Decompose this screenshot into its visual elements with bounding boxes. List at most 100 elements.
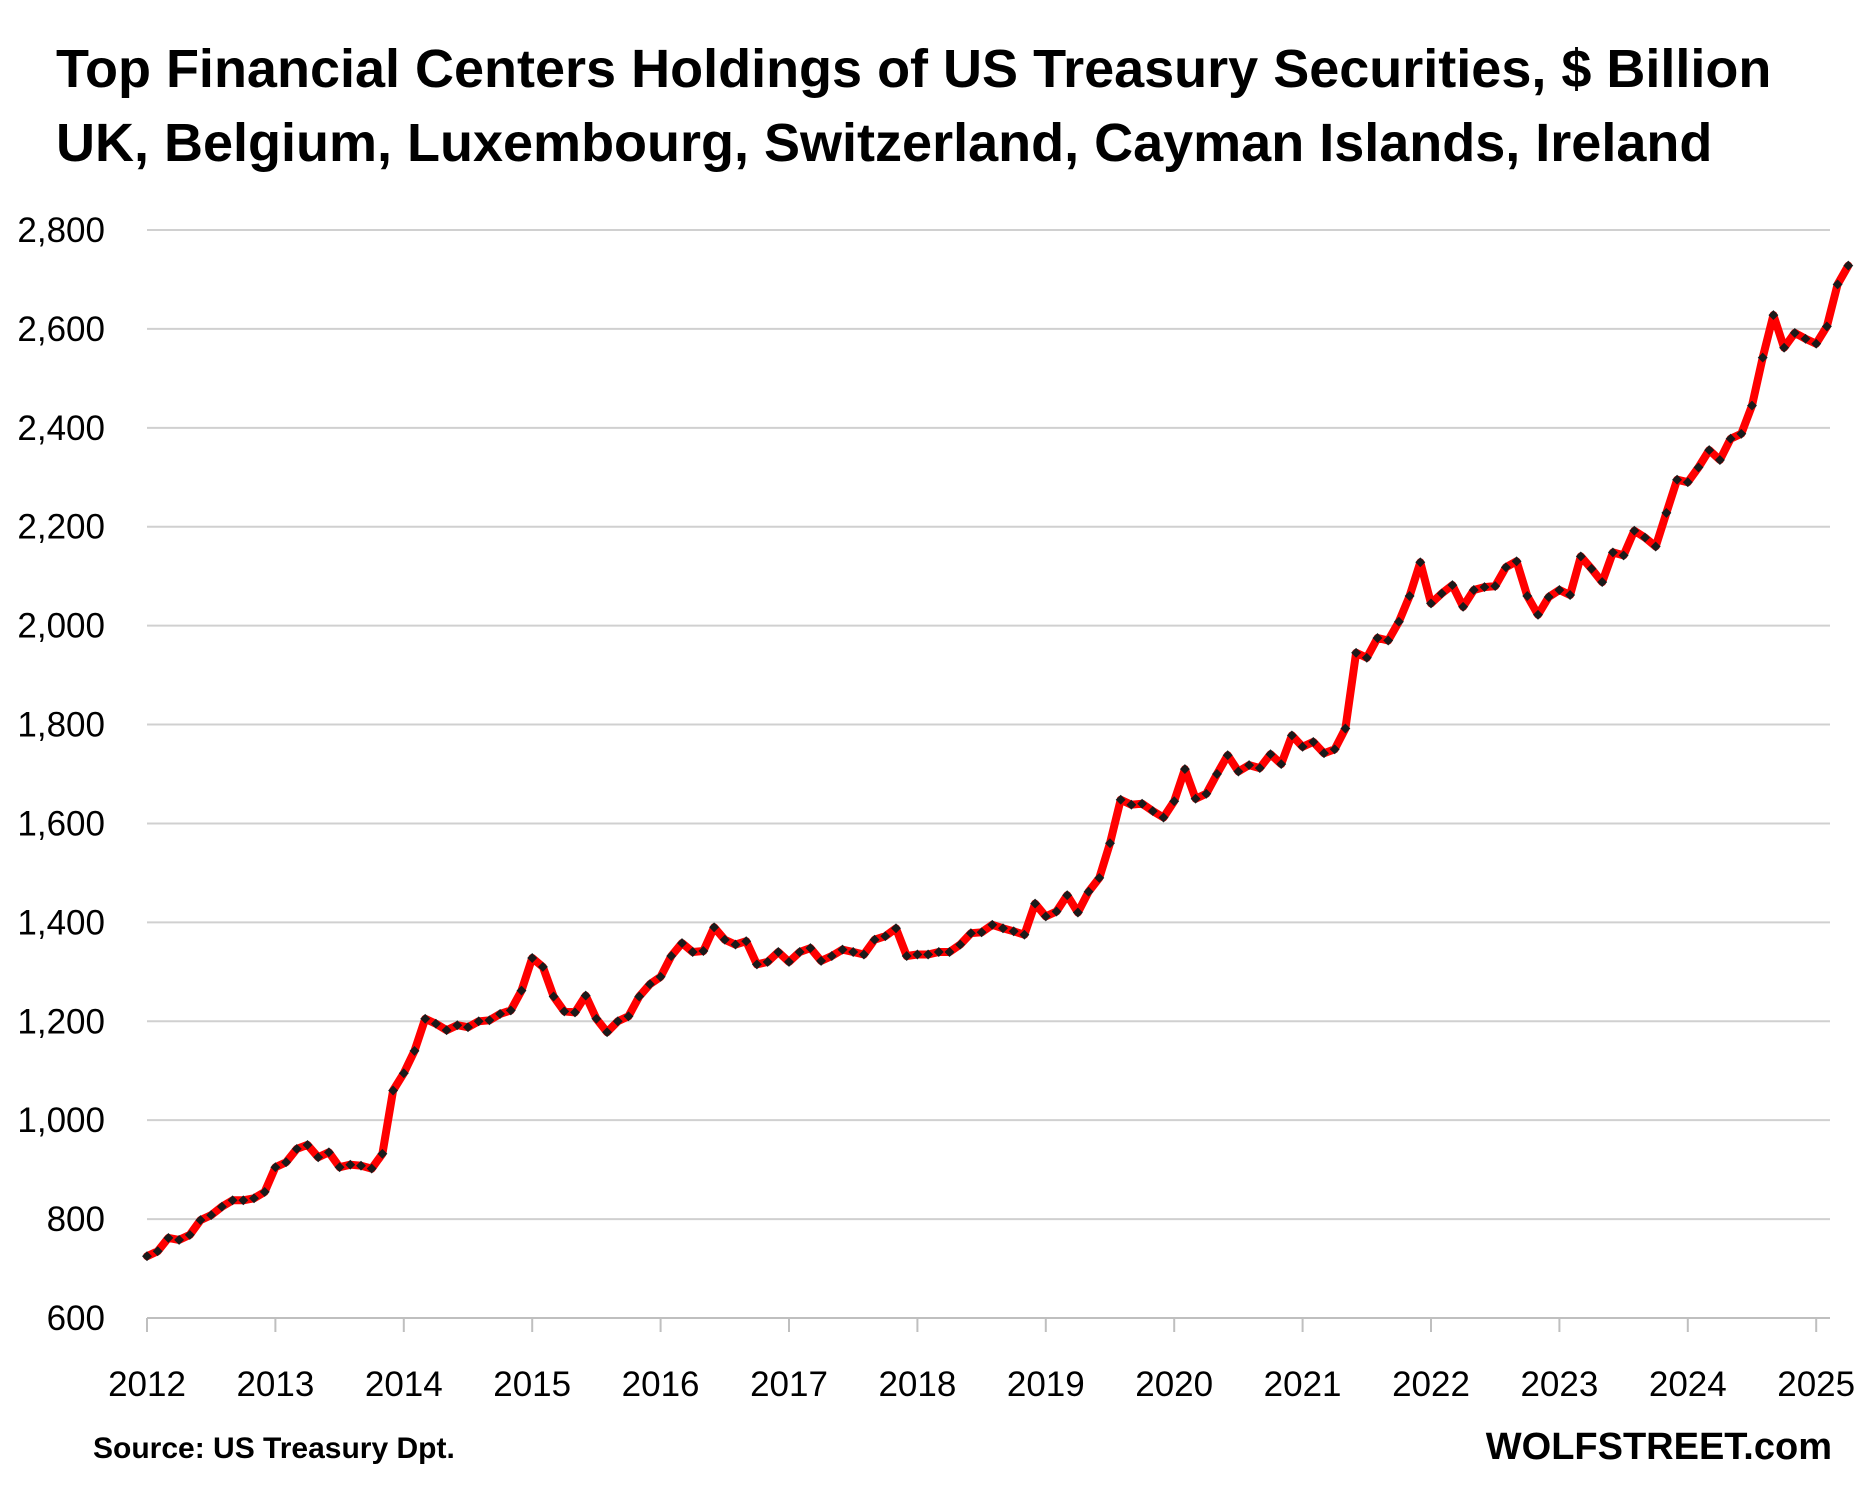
data-point [751, 959, 762, 970]
data-point [1629, 525, 1640, 536]
data-point [1351, 647, 1362, 658]
data-point [1779, 342, 1790, 353]
data-point [1843, 260, 1854, 271]
data-point [1490, 581, 1501, 592]
data-point [1789, 327, 1800, 338]
data-point [1340, 723, 1351, 734]
data-point [891, 923, 901, 934]
data-point [623, 1011, 634, 1022]
x-tick-label: 2022 [1392, 1365, 1470, 1404]
data-point [880, 931, 891, 942]
data-point [1393, 616, 1404, 627]
data-point [420, 1013, 431, 1024]
data-point [784, 956, 794, 967]
y-tick-label: 1,800 [17, 706, 105, 745]
y-tick-label: 2,400 [17, 409, 105, 448]
data-point [1201, 788, 1212, 799]
data-point [302, 1139, 313, 1150]
data-point [709, 922, 720, 933]
data-point [516, 985, 527, 996]
data-point [1030, 898, 1041, 909]
data-point [1522, 591, 1533, 601]
x-tick-labels: 2012 2013 2014 2015 2016 2017 2018 2019 2020 2021… [108, 1365, 1855, 1404]
data-point [527, 953, 538, 963]
data-point [1832, 279, 1843, 290]
data-point [313, 1152, 324, 1163]
data-point [1329, 744, 1340, 755]
data-point [794, 947, 805, 957]
series-line-path [143, 261, 1853, 1261]
data-point [998, 923, 1008, 934]
data-point [249, 1193, 259, 1204]
data-point [1319, 748, 1329, 759]
data-point [912, 949, 923, 960]
data-point [933, 947, 944, 957]
data-point [1105, 838, 1115, 849]
data-point [409, 1045, 420, 1056]
data-point [1704, 445, 1715, 456]
data-point [195, 1215, 206, 1226]
y-tick-label: 2,800 [17, 211, 105, 250]
data-point [1115, 794, 1126, 805]
data-point [570, 1007, 580, 1018]
data-point [976, 927, 987, 938]
data-point [1554, 585, 1565, 595]
y-tick-label: 1,200 [17, 1002, 105, 1041]
data-point [356, 1160, 366, 1171]
data-point [1640, 532, 1650, 543]
data-point [1179, 764, 1190, 775]
data-point [1415, 557, 1426, 568]
data-point [1618, 550, 1629, 561]
x-tick-label: 2020 [1135, 1365, 1213, 1404]
data-point [1372, 633, 1383, 643]
data-point [495, 1008, 506, 1019]
x-tick-label: 2012 [108, 1365, 186, 1404]
x-tick-label: 2013 [236, 1365, 314, 1404]
data-point [1083, 886, 1094, 897]
data-point [484, 1015, 495, 1026]
data-point [1511, 556, 1522, 567]
data-point [1458, 601, 1469, 612]
y-tick-label: 1,600 [17, 804, 105, 843]
gridlines [147, 229, 1830, 1221]
data-point [216, 1201, 227, 1212]
data-point [634, 991, 645, 1002]
data-point [965, 928, 976, 939]
data-point [1062, 890, 1073, 901]
data-point [1383, 635, 1394, 646]
data-point [1714, 455, 1725, 465]
data-point [1072, 907, 1083, 918]
data-point [816, 955, 827, 966]
data-point [1361, 652, 1372, 663]
data-point [837, 944, 848, 955]
data-point [1736, 428, 1747, 439]
data-point [1051, 906, 1062, 917]
data-point [1682, 477, 1693, 488]
y-axis: 600 800 1,000 1,200 1,400 1,600 1,800 2,000 2,20… [17, 211, 105, 1338]
data-point [1286, 730, 1297, 741]
data-point [323, 1147, 334, 1158]
data-point [1008, 926, 1019, 937]
data-point [773, 947, 784, 957]
x-tick-label: 2019 [1007, 1365, 1085, 1404]
data-point [1212, 769, 1222, 779]
data-point [238, 1195, 249, 1206]
data-point [1447, 580, 1458, 591]
series-line [143, 261, 1853, 1261]
chart-title: Top Financial Centers Holdings of US Tre… [56, 39, 1772, 99]
data-point [869, 934, 880, 945]
data-point [698, 946, 709, 956]
y-tick-label: 600 [47, 1299, 105, 1338]
data-point [591, 1013, 602, 1024]
data-point [805, 943, 816, 954]
data-point [398, 1068, 409, 1079]
data-point [923, 949, 934, 960]
x-tick-label: 2025 [1777, 1365, 1855, 1404]
data-point [559, 1006, 570, 1017]
data-point [1468, 585, 1479, 595]
data-point [762, 956, 773, 967]
data-point [741, 936, 752, 947]
data-point [1040, 911, 1051, 922]
data-point [163, 1232, 174, 1243]
x-tick-label: 2017 [750, 1365, 828, 1404]
